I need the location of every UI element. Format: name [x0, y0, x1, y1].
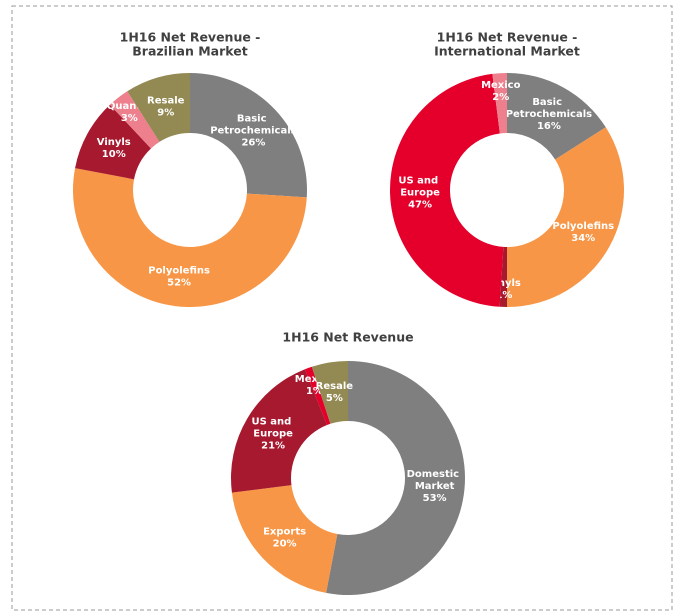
- chart-title: 1H16 Net Revenue -: [120, 30, 261, 45]
- label-line: Quantiq: [107, 101, 152, 112]
- slice: [507, 73, 606, 160]
- slice: [326, 361, 465, 595]
- slice-label: US and Europe: [251, 417, 294, 440]
- value-label: 16%: [537, 121, 561, 132]
- slice: [492, 73, 507, 134]
- slice: [75, 104, 151, 180]
- frame: [11, 5, 673, 611]
- slice: [230, 369, 328, 493]
- value-label: 21%: [261, 441, 285, 452]
- chart-title: 1H16 Net Revenue -: [437, 30, 578, 45]
- value-label: 26%: [241, 137, 265, 148]
- slice-label: Resale: [316, 381, 354, 392]
- slice-label: Resale: [147, 95, 185, 106]
- slice: [304, 366, 331, 426]
- label-line: US and: [398, 176, 441, 187]
- label-line: Polyolefins: [552, 221, 614, 232]
- label-line: Domestic: [407, 469, 463, 480]
- value-label: 53%: [423, 493, 447, 504]
- label-line: Vinyls: [97, 137, 131, 148]
- slice: [311, 361, 348, 424]
- label-line: Mexico: [295, 374, 335, 385]
- value-label: 1%: [495, 290, 512, 301]
- label-line: US and: [251, 417, 294, 428]
- slice: [389, 73, 504, 307]
- slice-label: Basic Petrochemicals: [210, 113, 296, 136]
- slice-label: Basic Petrochemicals: [506, 97, 592, 120]
- slice-label: Exports: [263, 527, 306, 538]
- value-label: 34%: [571, 233, 595, 244]
- slice-label: Polyolefins: [552, 221, 614, 232]
- chart-title: International Market: [434, 44, 580, 59]
- value-label: 3%: [121, 113, 138, 124]
- slice-label: Vinyls: [487, 278, 521, 289]
- label-line: Basic: [237, 113, 270, 124]
- label-line: Vinyls: [487, 278, 521, 289]
- chart-title: 1H16 Net Revenue: [282, 330, 413, 345]
- slice-label: Quantiq: [107, 101, 152, 112]
- value-label: 2%: [492, 92, 509, 103]
- slice-label: Mexico: [295, 374, 335, 385]
- value-label: 52%: [167, 277, 191, 288]
- slice-label: US and Europe: [398, 176, 441, 199]
- value-label: 10%: [102, 149, 126, 160]
- value-label: 1%: [306, 386, 323, 397]
- slice: [507, 127, 624, 308]
- slice: [73, 168, 307, 307]
- slice: [499, 246, 507, 307]
- label-line: Petrochemicals: [210, 125, 296, 136]
- label-line: Mexico: [481, 80, 521, 91]
- label-line: Petrochemicals: [506, 109, 592, 120]
- chart-title: Brazilian Market: [132, 44, 247, 59]
- label-line: Market: [415, 481, 455, 492]
- label-line: Resale: [147, 95, 185, 106]
- slice: [127, 73, 190, 142]
- value-label: 47%: [408, 200, 432, 211]
- label-line: Polyolefins: [148, 265, 210, 276]
- label-line: Europe: [253, 429, 293, 440]
- slice-label: Vinyls: [97, 137, 131, 148]
- slice-label: Mexico: [481, 80, 521, 91]
- slice-label: Polyolefins: [148, 265, 210, 276]
- label-line: Resale: [316, 381, 354, 392]
- slice-label: Domestic Market: [407, 469, 463, 492]
- value-label: 9%: [157, 107, 174, 118]
- slice: [190, 73, 307, 198]
- slice: [231, 485, 338, 593]
- slice: [109, 91, 160, 149]
- value-label: 20%: [273, 539, 297, 550]
- value-label: 5%: [326, 393, 343, 404]
- label-line: Exports: [263, 527, 306, 538]
- label-line: Basic: [532, 97, 565, 108]
- label-line: Europe: [400, 188, 440, 199]
